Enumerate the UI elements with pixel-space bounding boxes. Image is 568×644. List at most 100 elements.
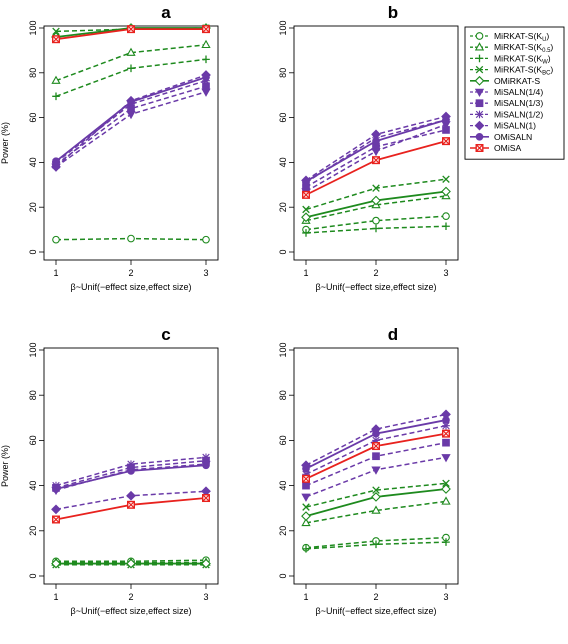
y-tick-label: 60 [278, 113, 288, 123]
data-point-x [202, 25, 210, 33]
data-point [442, 137, 451, 146]
data-point [372, 216, 380, 225]
y-tick-label: 80 [278, 68, 288, 78]
data-point [371, 195, 381, 206]
legend-marker [475, 132, 484, 141]
data-point [201, 25, 210, 34]
y-tick-label: 20 [278, 202, 288, 212]
legend-marker [474, 42, 485, 51]
y-tick-label: 60 [278, 435, 288, 445]
x-axis-label: β~Unif(−effect size,effect size) [316, 282, 437, 292]
legend-item: MiRKAT-S(KBC) [470, 65, 553, 77]
data-point [52, 485, 60, 493]
y-tick-label: 40 [278, 481, 288, 491]
legend-marker [475, 99, 484, 108]
legend-label: OMiRKAT-S [494, 76, 540, 86]
legend-label-base: MiRKAT-S(K [494, 53, 542, 63]
panel-letter: c [161, 325, 170, 344]
data-point [442, 212, 450, 221]
series-4 [51, 558, 211, 569]
legend-marker [475, 143, 484, 152]
data-point [52, 27, 60, 36]
plot-frame [43, 25, 219, 261]
legend-label: MiSALN(1/4) [494, 87, 543, 97]
data-point [51, 504, 61, 515]
data-point [126, 25, 135, 34]
legend-label: MiRKAT-S(K0.5) [494, 42, 553, 54]
series-line [55, 85, 207, 166]
data-point [302, 205, 310, 214]
legend-label: MiRKAT-S(KU) [494, 31, 549, 43]
data-point [52, 157, 60, 166]
y-tick-label: 100 [28, 20, 38, 35]
legend-label-close: ) [546, 31, 549, 41]
series-2 [302, 222, 450, 237]
series-6 [302, 438, 450, 490]
series-10 [52, 25, 210, 44]
legend-item: MiRKAT-S(KU) [470, 31, 549, 43]
legend-label: MiRKAT-S(KBC) [494, 65, 553, 77]
data-point [442, 421, 450, 430]
y-tick-label: 20 [28, 202, 38, 212]
data-point [442, 222, 450, 231]
data-point [302, 464, 310, 473]
data-point [126, 500, 135, 509]
data-point [201, 558, 211, 569]
legend-marker [474, 120, 485, 131]
x-tick-label: 3 [443, 592, 448, 602]
series-10 [302, 137, 451, 199]
x-axis-label: β~Unif(−effect size,effect size) [71, 282, 192, 292]
legend-item: MiSALN(1/3) [470, 98, 543, 108]
series-1 [51, 39, 211, 84]
x-tick-label: 2 [373, 592, 378, 602]
legend-label-sub: W [542, 59, 548, 65]
legend-item: OMiSALN [470, 132, 532, 142]
series-9 [52, 73, 210, 166]
x-tick-label: 2 [128, 592, 133, 602]
data-point-x [302, 191, 310, 199]
legend-marker [475, 54, 484, 63]
x-tick-label: 3 [203, 592, 208, 602]
x-tick-label: 1 [53, 592, 58, 602]
y-tick-label: 100 [278, 20, 288, 35]
series-9 [52, 461, 210, 493]
data-point [442, 115, 450, 124]
data-point [442, 416, 450, 424]
series-6 [52, 82, 210, 169]
y-tick-label: 40 [28, 157, 38, 167]
y-tick-label: 60 [28, 435, 38, 445]
y-axis-label: Power (%) [0, 445, 10, 487]
series-3 [302, 479, 450, 511]
data-point [301, 212, 311, 223]
data-point [372, 452, 380, 461]
series-7 [302, 421, 450, 479]
series-3 [302, 175, 450, 214]
series-8 [51, 70, 211, 172]
y-tick-label: 40 [28, 481, 38, 491]
series-4 [301, 484, 451, 521]
series-4 [301, 186, 451, 223]
data-point [442, 479, 450, 488]
y-tick-label: 0 [278, 249, 288, 254]
series-line [55, 456, 207, 487]
y-tick-label: 80 [28, 68, 38, 78]
x-tick-label: 1 [303, 592, 308, 602]
data-point-x [127, 25, 135, 33]
data-point [372, 224, 380, 233]
data-point [127, 98, 135, 106]
data-point [202, 461, 210, 470]
data-point [202, 235, 210, 244]
data-point [127, 234, 135, 243]
legend: MiRKAT-S(KU)MiRKAT-S(K0.5)MiRKAT-S(KW) Mi… [464, 26, 565, 160]
legend-marker [475, 32, 484, 40]
data-point [442, 438, 450, 447]
series-10 [302, 429, 451, 483]
series-line [305, 541, 447, 550]
series-1 [301, 496, 451, 527]
legend-label-sub: 0.5 [542, 48, 551, 54]
chart-panel-c: c 0 20 40 60 80 100 1 2 3 β~Unif(−effect size,effe… [0, 325, 219, 616]
data-point [127, 460, 135, 468]
data-point [441, 186, 451, 197]
y-tick-label: 0 [28, 249, 38, 254]
data-point [202, 73, 210, 82]
